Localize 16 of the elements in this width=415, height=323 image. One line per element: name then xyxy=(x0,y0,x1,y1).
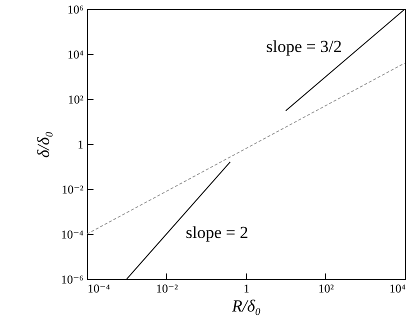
y-axis-title: δ/δ₀ xyxy=(34,131,53,158)
annotation: slope = 3/2 xyxy=(266,37,342,56)
y-tick-label: 10⁻² xyxy=(62,182,84,196)
x-tick-label: 10⁻⁴ xyxy=(88,282,110,296)
y-tick-label: 10⁻⁴ xyxy=(60,228,84,242)
y-tick-label: 10⁶ xyxy=(67,2,84,16)
x-tick-label: 1 xyxy=(244,282,250,296)
y-tick-label: 10² xyxy=(68,92,84,106)
x-tick-label: 10⁴ xyxy=(389,282,406,296)
x-tick-label: 10² xyxy=(318,282,334,296)
x-tick-label: 10⁻² xyxy=(156,282,178,296)
x-axis-title: R/δ₀ xyxy=(231,296,262,316)
annotation: slope = 2 xyxy=(186,223,248,242)
y-tick-label: 1 xyxy=(78,138,84,152)
y-tick-label: 10⁻⁶ xyxy=(60,272,84,286)
y-tick-label: 10⁴ xyxy=(67,48,84,62)
